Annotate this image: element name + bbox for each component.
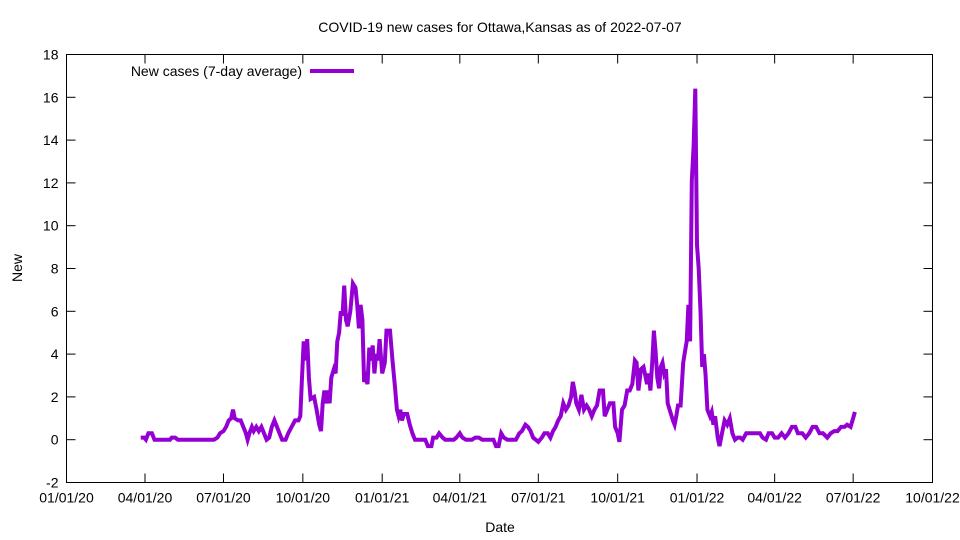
y-tick-label: 8 bbox=[51, 261, 59, 277]
plot-border bbox=[66, 54, 933, 483]
y-tick-label: 10 bbox=[43, 218, 59, 234]
y-tick-label: 18 bbox=[43, 47, 59, 63]
series-line bbox=[140, 88, 857, 449]
axis-ticks bbox=[66, 54, 933, 483]
y-tick-label: 0 bbox=[51, 432, 59, 448]
x-tick-label: 01/01/20 bbox=[39, 490, 94, 506]
axis-tick-labels: -2 0 2 4 6 8 10 12 14 16 18 01/01/20 04/01/20 07/01/2… bbox=[39, 47, 960, 506]
x-tick-label: 10/01/20 bbox=[276, 490, 331, 506]
x-tick-label: 01/01/22 bbox=[670, 490, 725, 506]
y-tick-label: 2 bbox=[51, 389, 59, 405]
y-tick-label: 4 bbox=[51, 346, 59, 362]
x-tick-label: 10/01/22 bbox=[905, 490, 960, 506]
x-tick-label: 07/01/21 bbox=[511, 490, 566, 506]
y-tick-label: 12 bbox=[43, 175, 59, 191]
x-tick-label: 01/01/21 bbox=[355, 490, 410, 506]
y-tick-label: 14 bbox=[43, 132, 59, 148]
legend-label: New cases (7-day average) bbox=[131, 63, 302, 79]
chart-title: COVID-19 new cases for Ottawa,Kansas as … bbox=[318, 19, 682, 35]
x-tick-label: 07/01/20 bbox=[196, 490, 251, 506]
y-axis-label: New bbox=[9, 253, 25, 282]
legend: New cases (7-day average) bbox=[131, 63, 354, 79]
x-axis-label: Date bbox=[485, 519, 515, 535]
x-tick-label: 04/01/22 bbox=[747, 490, 802, 506]
y-tick-label: 16 bbox=[43, 89, 59, 105]
x-tick-label: 07/01/22 bbox=[826, 490, 881, 506]
x-tick-label: 04/01/20 bbox=[118, 490, 173, 506]
x-tick-label: 10/01/21 bbox=[590, 490, 645, 506]
x-tick-label: 04/01/21 bbox=[433, 490, 488, 506]
series-layer bbox=[140, 88, 857, 449]
y-tick-label: -2 bbox=[46, 475, 59, 491]
y-tick-label: 6 bbox=[51, 303, 59, 319]
